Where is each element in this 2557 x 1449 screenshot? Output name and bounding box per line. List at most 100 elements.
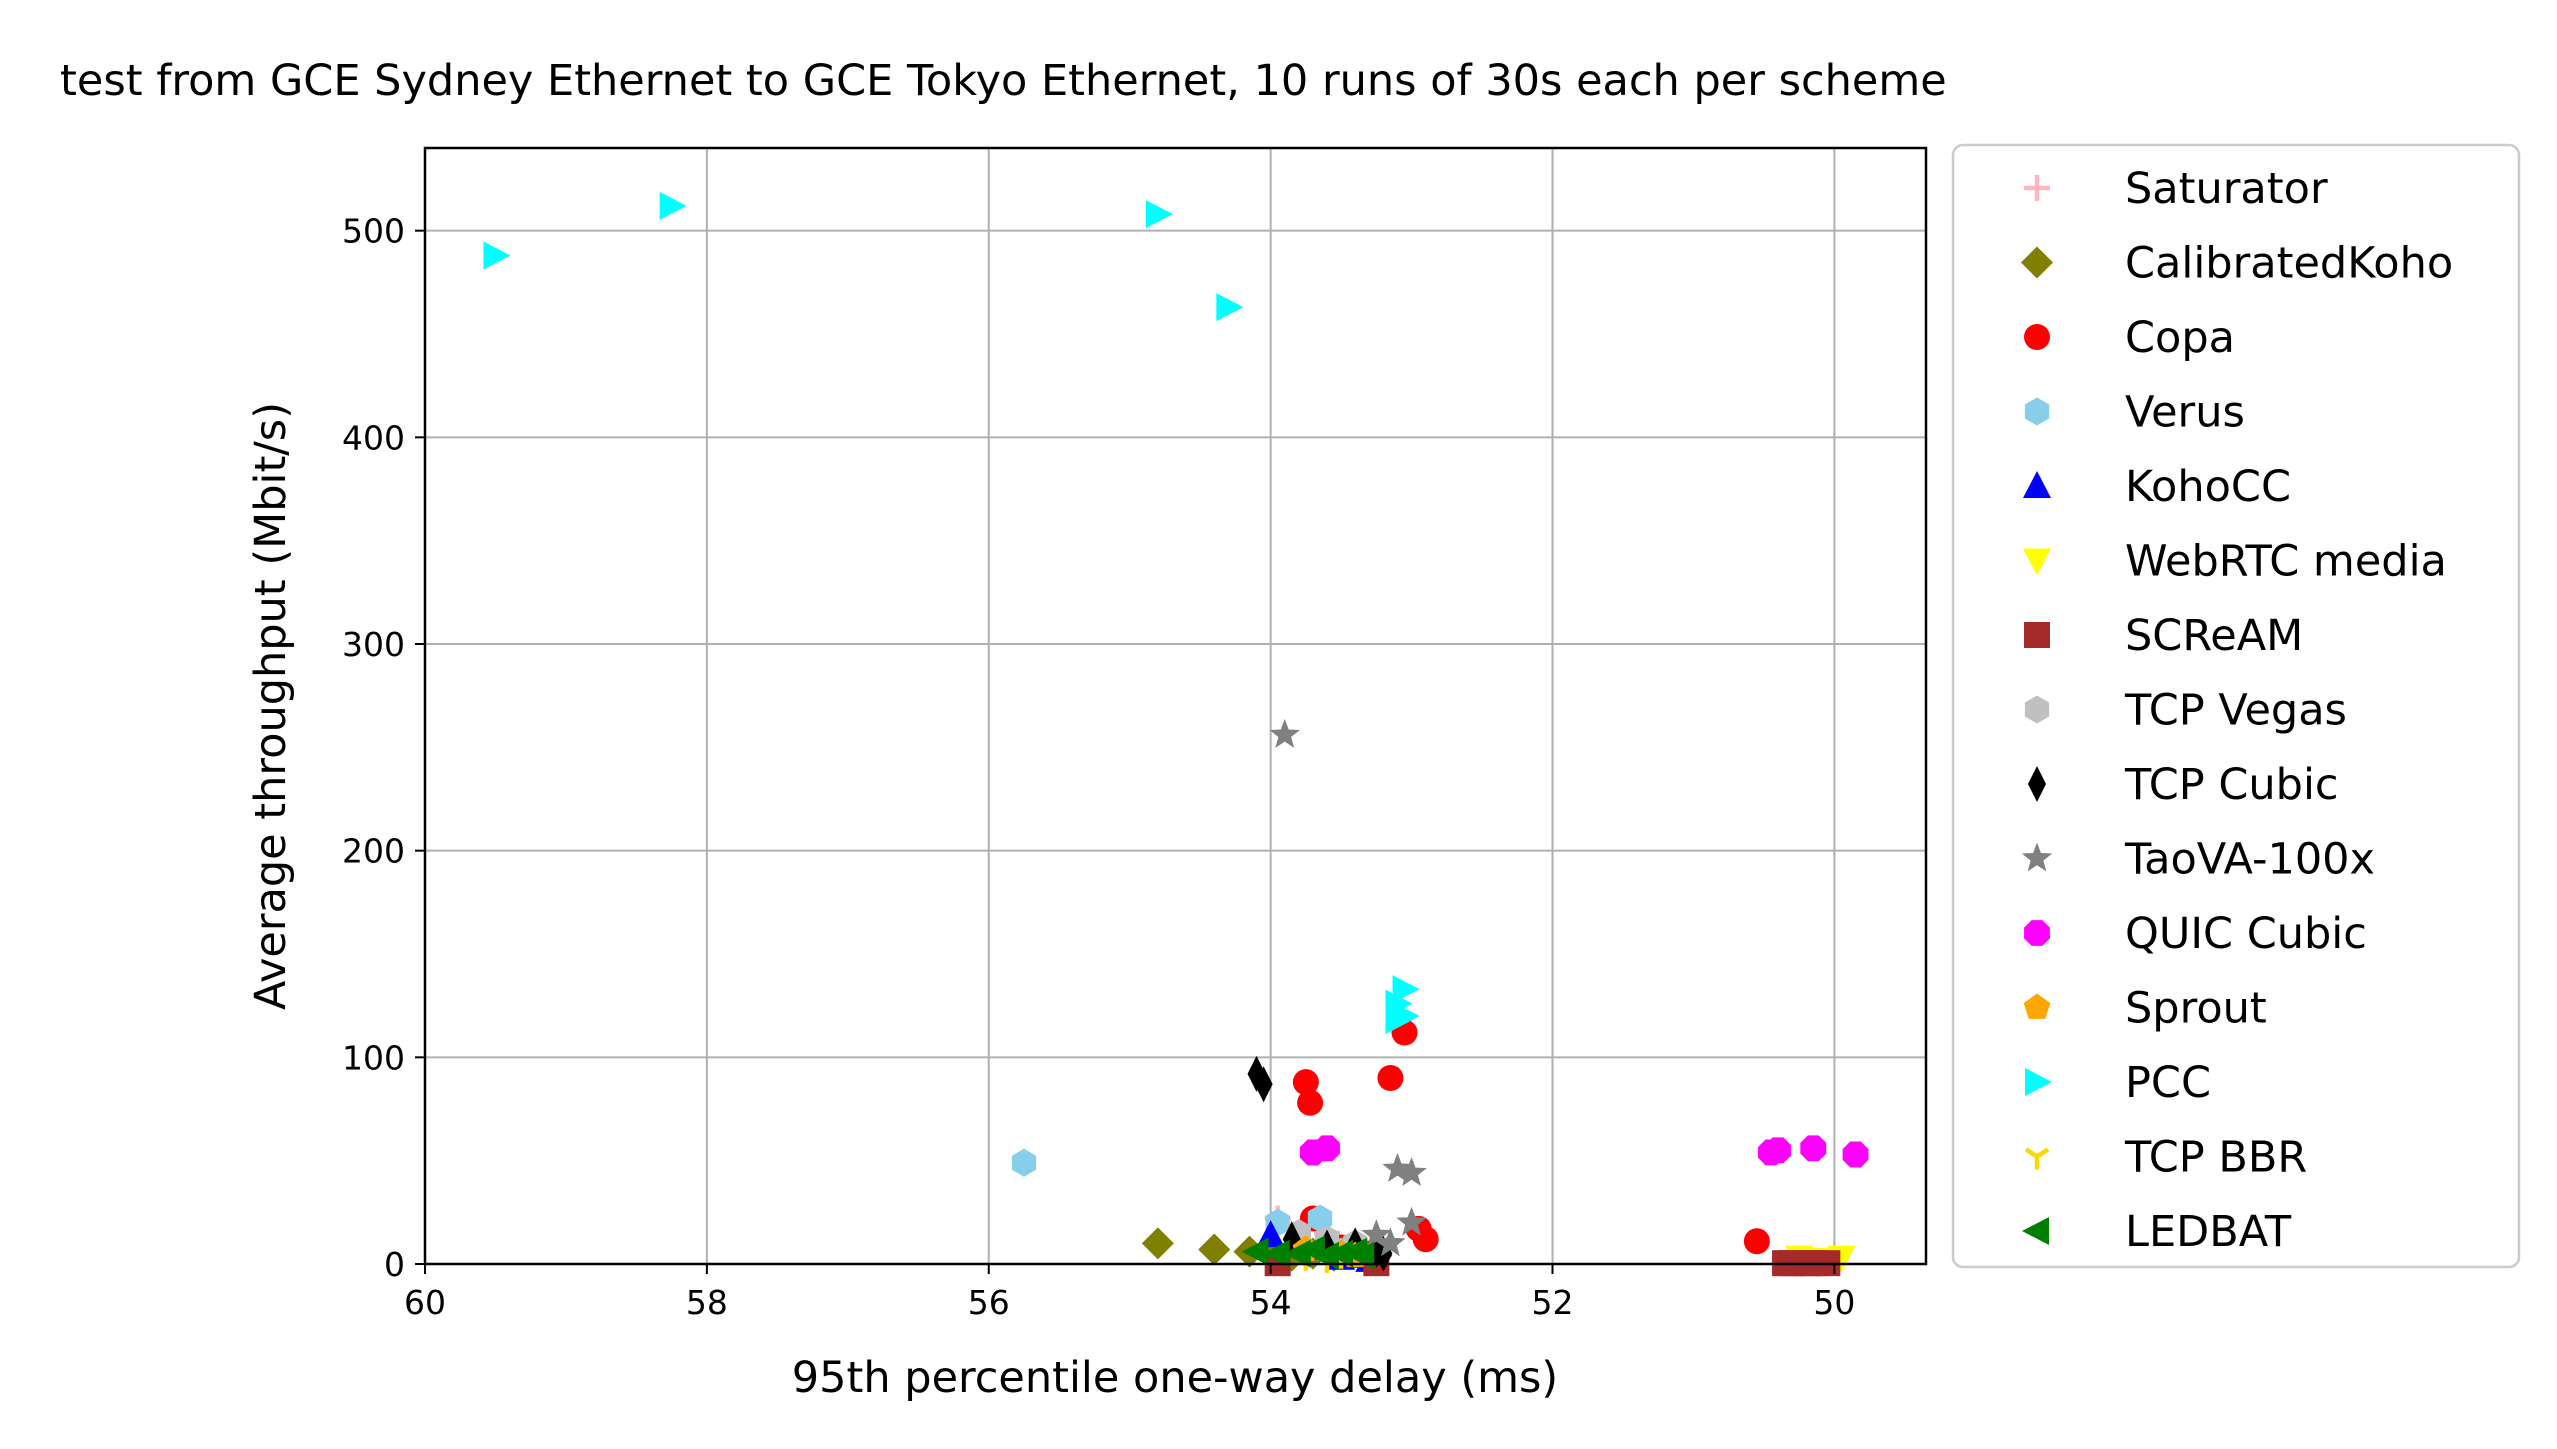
data-points [483,191,1869,1277]
legend-item: Saturator [2024,164,2328,214]
plot-frame [423,146,1928,1266]
legend-marker [2024,920,2050,946]
legend-marker [2024,175,2050,201]
legend-label: QUIC Cubic [2125,909,2367,959]
x-tick-label: 60 [404,1283,446,1322]
legend-marker [2025,1068,2052,1096]
data-point [1377,1065,1404,1091]
legend-marker [2024,397,2050,426]
y-tick-label: 500 [342,212,405,251]
legend-label: TCP Vegas [2124,686,2347,736]
legend-item: TCP Vegas [2024,686,2347,736]
data-point [1347,1241,1375,1270]
legend-label: WebRTC media [2125,537,2447,587]
legend-item: TCP Cubic [2028,760,2339,810]
x-tick-label: 56 [968,1283,1010,1322]
data-point [1392,975,1420,1004]
legend-label: Sprout [2125,984,2267,1034]
legend-item: Copa [2024,313,2235,363]
legend-item: KohoCC [2023,462,2291,512]
x-tick-label: 58 [686,1283,728,1322]
data-point [1292,1069,1319,1096]
y-tick-label: 100 [342,1038,405,1077]
legend-label: SCReAM [2125,611,2303,661]
legend-label: Saturator [2125,164,2328,214]
legend-label: Copa [2125,313,2235,363]
data-point [1743,1228,1770,1255]
data-point [1216,293,1244,322]
legend-marker [2021,842,2053,872]
legend-marker [2022,1217,2049,1245]
data-point [1241,1237,1269,1266]
data-point [1307,1204,1333,1233]
data-point [1326,1239,1354,1268]
data-point [1361,1219,1392,1249]
legend-marker [2023,471,2051,498]
data-point [1765,1137,1791,1164]
data-point [1375,1227,1406,1257]
legend-label: TCP Cubic [2124,760,2339,810]
y-axis-label: Average throughput (Mbit/s) [246,402,296,1010]
data-point [483,241,511,270]
data-point [1842,1141,1869,1168]
legend-label: TCP BBR [2124,1133,2307,1183]
legend-item: CalibratedKoho [2021,239,2453,289]
series-taova-100x [1269,718,1427,1257]
y-tick-label: 200 [342,832,405,871]
legend-label: CalibratedKoho [2125,239,2453,289]
legend-label: LEDBAT [2125,1207,2292,1257]
data-point [1800,1135,1827,1162]
y-tick-label: 400 [342,418,405,457]
y-tick-label: 0 [384,1245,405,1284]
data-point [1262,1239,1290,1268]
legend-item: QUIC Cubic [2024,909,2367,959]
data-point [1141,1227,1174,1260]
legend-marker [2024,622,2050,648]
legend-item: TCP BBR [2024,1133,2307,1183]
legend-item: PCC [2025,1058,2211,1108]
data-point [1314,1135,1340,1162]
legend-marker [2024,1147,2050,1170]
legend-label: KohoCC [2125,462,2291,512]
data-point [1011,1148,1037,1177]
legend-item: TaoVA-100x [2021,835,2375,885]
data-point [659,191,687,220]
legend-label: PCC [2125,1058,2211,1108]
chart-title: test from GCE Sydney Ethernet to GCE Tok… [60,56,1947,106]
grid [424,148,1926,1265]
legend-item: LEDBAT [2022,1207,2292,1257]
legend-frame [1951,143,2521,1269]
x-tick-label: 52 [1532,1283,1574,1322]
data-point [1297,1089,1324,1116]
data-point [1382,1152,1413,1182]
legend-label: TaoVA-100x [2124,835,2375,885]
data-point [1198,1233,1231,1266]
data-point [1145,200,1173,229]
legend-items: Saturator CalibratedKoho Copa Verus KohoCC We… [2021,164,2453,1257]
data-point [1269,718,1300,748]
x-axis-label: 95th percentile one-way delay (ms) [792,1353,1558,1403]
legend-marker [2023,993,2051,1019]
data-point [1312,1241,1340,1270]
data-point [1396,1157,1427,1187]
series-ledbat [1241,1235,1375,1270]
legend-item: Verus [2024,388,2245,438]
legend-item: WebRTC media [2023,537,2447,587]
data-point [1385,1006,1413,1035]
x-axis-ticks: 60 58 56 54 52 50 [404,1264,1855,1322]
data-point [1254,1066,1273,1103]
legend-label: Verus [2125,388,2245,438]
series-quic-cubic [1299,1135,1869,1168]
legend-item: Sprout [2023,984,2267,1034]
y-tick-label: 300 [342,625,405,664]
x-tick-label: 54 [1250,1283,1292,1322]
data-point [1396,1206,1427,1236]
x-tick-label: 50 [1813,1283,1855,1322]
legend-marker [2021,246,2053,279]
legend-marker [2028,766,2046,802]
legend-item: SCReAM [2024,611,2303,661]
legend: Saturator CalibratedKoho Copa Verus KohoCC We… [1951,143,2521,1269]
legend-marker [2023,548,2051,576]
legend-marker [2024,324,2050,350]
